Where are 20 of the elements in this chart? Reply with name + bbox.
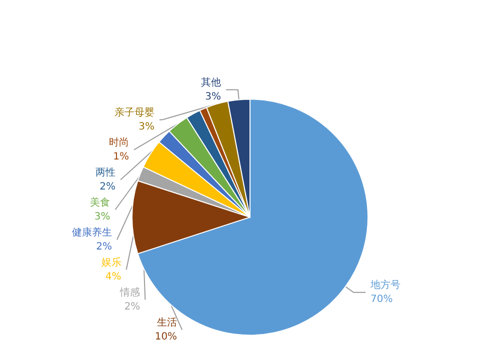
slice-label: 情感: [119, 286, 140, 298]
slice-label: 美食: [90, 196, 110, 208]
slice-label: 生活: [157, 316, 178, 328]
data-label: 2%: [100, 181, 116, 192]
data-label: 3%: [205, 91, 221, 102]
data-label: 2%: [124, 301, 140, 312]
slice-label: 其他: [200, 76, 221, 88]
data-label: 10%: [154, 331, 178, 342]
data-label: 3%: [138, 121, 154, 132]
data-label: 70%: [370, 294, 393, 305]
slice-label: 亲子母婴: [114, 106, 154, 118]
data-label: 3%: [94, 211, 110, 222]
data-label: 1%: [113, 151, 130, 162]
data-label: 4%: [105, 271, 122, 282]
slice-label: 地方号: [370, 278, 401, 291]
slice-label: 健康养生: [72, 226, 112, 238]
slice-label: 时尚: [109, 136, 130, 148]
slice-label: 娱乐: [101, 256, 122, 268]
slice-label: 两性: [96, 166, 116, 178]
data-label: 2%: [96, 241, 112, 252]
